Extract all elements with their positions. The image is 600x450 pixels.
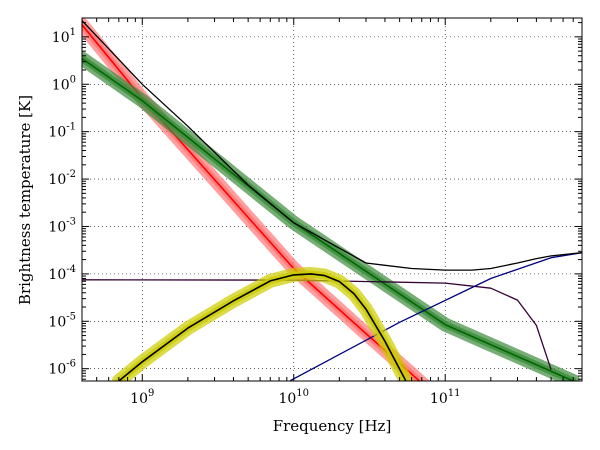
y-tick-exponent: -4 xyxy=(66,264,76,275)
tick-labels: 109 1010 101110110010-110-210-310-410-510-… xyxy=(48,27,460,407)
y-tick-base: 10 xyxy=(48,314,66,330)
x-tick-exponent: 10 xyxy=(296,388,309,399)
y-tick-exponent: -6 xyxy=(66,359,76,370)
y-tick-base: 10 xyxy=(48,267,66,283)
x-tick-label: 1011 xyxy=(430,388,461,407)
series-5-line xyxy=(82,20,582,271)
plot-area xyxy=(82,18,582,381)
y-tick-exponent: 0 xyxy=(70,74,76,85)
grid xyxy=(82,18,582,381)
y-tick-label: 10-2 xyxy=(48,169,76,188)
plot-frame xyxy=(81,17,583,382)
x-tick-base: 10 xyxy=(130,391,148,407)
y-tick-base: 10 xyxy=(48,172,66,188)
plot-background xyxy=(82,18,582,381)
y-tick-exponent: -2 xyxy=(66,169,76,180)
x-tick-base: 10 xyxy=(278,391,296,407)
x-tick-label: 1010 xyxy=(278,388,309,407)
y-tick-base: 10 xyxy=(48,362,66,378)
y-tick-label: 10-4 xyxy=(48,264,76,283)
y-tick-exponent: -3 xyxy=(66,216,76,227)
y-tick-label: 101 xyxy=(52,27,76,46)
series-4-line xyxy=(118,273,407,381)
x-tick-exponent: 9 xyxy=(148,388,154,399)
y-tick-exponent: 1 xyxy=(70,27,76,38)
y-axis-title: Brightness temperature [K] xyxy=(16,95,34,305)
y-tick-base: 10 xyxy=(48,219,66,235)
y-tick-label: 100 xyxy=(52,74,76,93)
y-tick-exponent: -1 xyxy=(66,122,76,133)
y-tick-base: 10 xyxy=(52,77,70,93)
x-tick-label: 109 xyxy=(130,388,154,407)
ticks xyxy=(81,18,583,381)
y-tick-exponent: -5 xyxy=(66,311,76,322)
y-tick-base: 10 xyxy=(48,125,66,141)
x-tick-exponent: 11 xyxy=(448,388,461,399)
x-tick-base: 10 xyxy=(430,391,448,407)
y-tick-label: 10-6 xyxy=(48,359,76,378)
x-axis-title: Frequency [Hz] xyxy=(273,417,392,435)
y-tick-base: 10 xyxy=(52,30,70,46)
y-tick-label: 10-1 xyxy=(48,122,76,141)
series-3-line xyxy=(290,252,582,381)
y-tick-label: 10-3 xyxy=(48,216,76,235)
y-tick-label: 10-5 xyxy=(48,311,76,330)
